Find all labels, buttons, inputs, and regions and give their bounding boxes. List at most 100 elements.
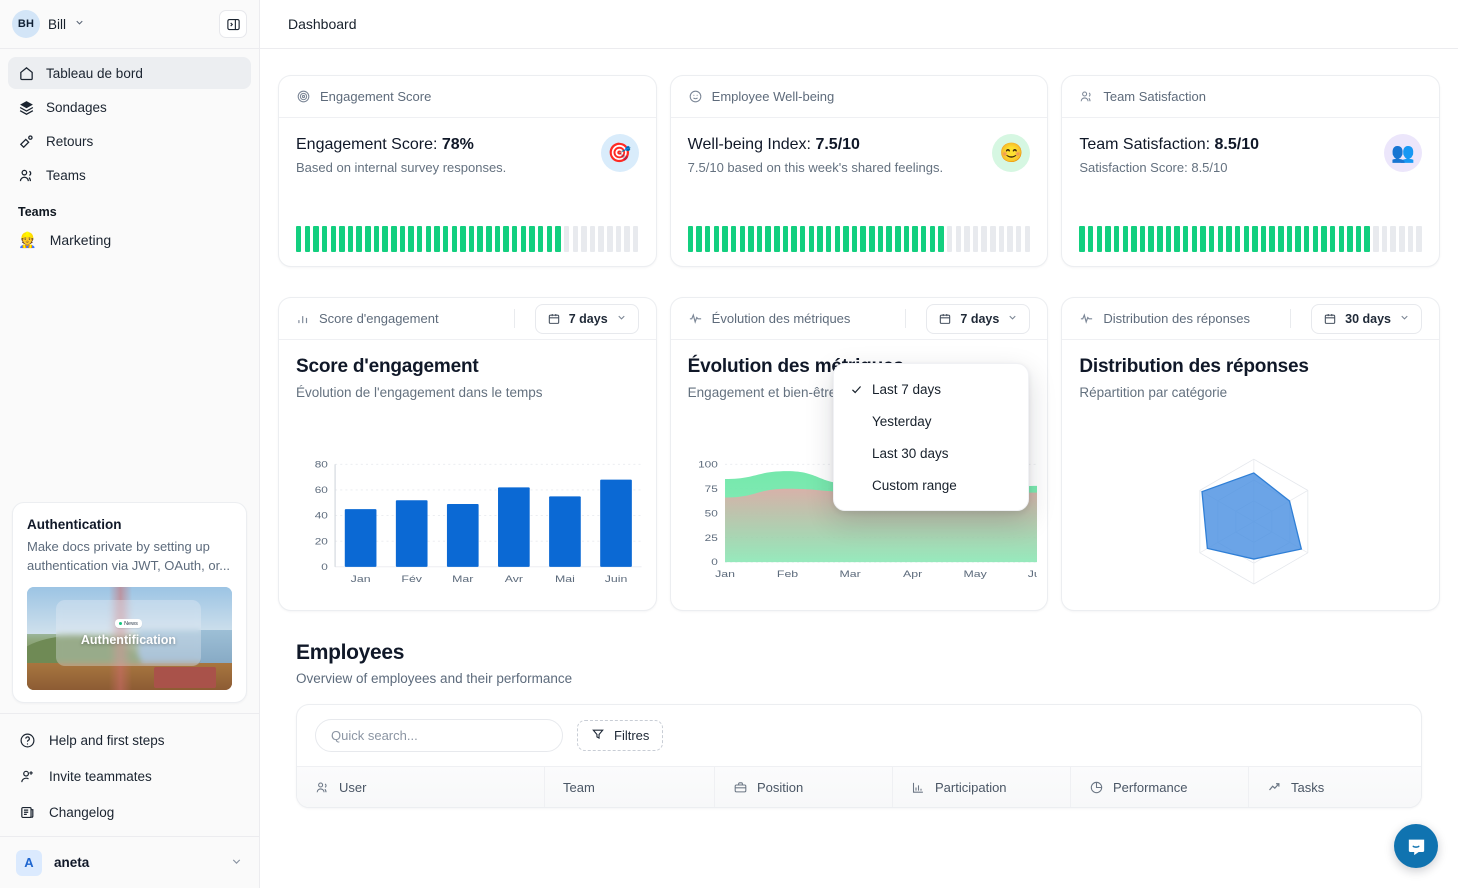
progress-segment xyxy=(1087,226,1094,252)
x-axis-tick-label: Mar xyxy=(839,569,861,579)
chart-title: Distribution des réponses xyxy=(1079,356,1309,377)
trending-up-icon xyxy=(1267,780,1282,795)
sidebar-item-label: Sondages xyxy=(46,99,107,115)
table-column-label: Tasks xyxy=(1291,779,1325,795)
progress-segment xyxy=(434,226,440,252)
progress-segment xyxy=(624,226,630,252)
progress-segment xyxy=(748,226,754,252)
date-range-button[interactable]: 7 days xyxy=(926,303,1031,334)
sidebar-item-changelog[interactable]: Changelog xyxy=(8,794,251,830)
newspaper-icon xyxy=(19,804,36,821)
card-body: Team Satisfaction: 8.5/10 Satisfaction S… xyxy=(1062,118,1439,266)
calendar-icon xyxy=(547,312,561,326)
metric-title: Well-being Index: 7.5/10 xyxy=(688,136,1031,154)
date-range-dropdown-menu[interactable]: Last 7 days Yesterday Last 30 days Custo… xyxy=(833,363,1029,511)
table-column-team[interactable]: Team xyxy=(545,767,715,807)
sidebar-item-sondages[interactable]: Sondages xyxy=(8,91,251,123)
chat-widget-button[interactable] xyxy=(1394,824,1438,868)
menu-item-last-7-days[interactable]: Last 7 days xyxy=(834,373,1028,405)
activity-icon xyxy=(1079,311,1094,326)
menu-item-custom-range[interactable]: Custom range xyxy=(834,469,1028,501)
progress-segment xyxy=(1373,226,1379,252)
menu-item-yesterday[interactable]: Yesterday xyxy=(834,405,1028,437)
table-column-tasks[interactable]: Tasks xyxy=(1249,767,1421,807)
progress-segment xyxy=(1174,226,1180,252)
sidebar-item-help-and-first-steps[interactable]: Help and first steps xyxy=(8,722,251,758)
sidebar-item-label: Teams xyxy=(46,167,86,183)
metric-card-employee-well-being: Employee Well-being Well-being Index: 7.… xyxy=(669,75,1049,267)
promo-glass-overlay: News Authentification xyxy=(55,600,202,667)
dashboard-content: Engagement Score Engagement Score: 78% B… xyxy=(260,49,1458,808)
date-range-button[interactable]: 30 days xyxy=(1311,303,1423,334)
card-header: Employee Well-being xyxy=(670,76,1048,118)
table-column-performance[interactable]: Performance xyxy=(1071,767,1249,807)
y-axis-tick-label: 25 xyxy=(704,533,717,543)
menu-item-label: Yesterday xyxy=(872,413,932,429)
promo-card-authentication[interactable]: Authentication Make docs private by sett… xyxy=(12,502,247,703)
employees-subtitle: Overview of employees and their performa… xyxy=(296,671,573,686)
progress-segment xyxy=(468,226,475,252)
bar-chart-icon xyxy=(296,312,310,326)
page-title: Dashboard xyxy=(288,16,357,32)
table-column-position[interactable]: Position xyxy=(715,767,893,807)
table-column-user[interactable]: User xyxy=(297,767,545,807)
progress-segment xyxy=(512,226,518,252)
progress-segment xyxy=(1286,226,1293,252)
progress-segment xyxy=(632,226,639,252)
sidebar-item-retours[interactable]: Retours xyxy=(8,125,251,157)
progress-segment xyxy=(1304,226,1310,252)
promo-image-title: Authentification xyxy=(80,633,177,648)
progress-segment xyxy=(304,226,311,252)
sidebar-item-label: Tableau de bord xyxy=(46,65,143,81)
menu-item-last-30-days[interactable]: Last 30 days xyxy=(834,437,1028,469)
y-axis-tick-label: 60 xyxy=(315,485,328,495)
topbar: Dashboard xyxy=(260,0,1458,49)
date-range-label: 7 days xyxy=(568,311,608,326)
progress-segment xyxy=(1355,226,1362,252)
sidebar-team-marketing[interactable]: 👷 Marketing xyxy=(0,225,259,255)
progress-segment xyxy=(356,226,362,252)
promo-news-badge: News xyxy=(115,619,142,629)
x-axis-tick-label: Avr xyxy=(505,574,524,584)
table-column-participation[interactable]: Participation xyxy=(893,767,1071,807)
table-header-row: User Team Position xyxy=(297,766,1421,807)
progress-segment xyxy=(1407,226,1414,252)
sidebar: BH Bill Tableau de bord xyxy=(0,0,260,888)
metric-title-prefix: Team Satisfaction: xyxy=(1079,136,1215,153)
progress-segment xyxy=(782,226,789,252)
funnel-icon xyxy=(591,727,605,744)
users-icon xyxy=(18,167,35,184)
progress-segment xyxy=(1338,226,1345,252)
progress-segment xyxy=(687,226,694,252)
progress-segment xyxy=(938,226,944,252)
workspace-switcher[interactable]: BH Bill xyxy=(0,0,259,49)
progress-segment xyxy=(860,226,866,252)
chart-card-score-dengagement: Score d'engagement 7 days xyxy=(278,297,657,611)
progress-segment xyxy=(730,226,737,252)
progress-segment xyxy=(1139,226,1146,252)
card-body: Distribution des réponses Répartition pa… xyxy=(1062,340,1439,610)
progress-segment xyxy=(1007,226,1013,252)
metric-emoji-badge: 😊 xyxy=(992,134,1031,172)
progress-segment xyxy=(425,226,432,252)
chart-subtitle: Répartition par catégorie xyxy=(1079,385,1228,400)
date-range-button[interactable]: 7 days xyxy=(534,303,639,334)
sidebar-user-menu[interactable]: A aneta xyxy=(0,836,259,888)
menu-item-label: Custom range xyxy=(872,477,957,493)
metric-title-prefix: Engagement Score: xyxy=(296,136,442,153)
sidebar-collapse-button[interactable] xyxy=(219,10,247,38)
sidebar-item-teams[interactable]: Teams xyxy=(8,159,251,191)
progress-segment xyxy=(1016,226,1022,252)
progress-segment xyxy=(1234,226,1241,252)
sidebar-item-tableau-de-bord[interactable]: Tableau de bord xyxy=(8,57,251,89)
x-axis-tick-label: Juin xyxy=(605,574,628,584)
chart-subtitle: Évolution de l'engagement dans le temps xyxy=(296,385,543,400)
promo-building xyxy=(154,667,216,688)
progress-segment xyxy=(998,226,1005,252)
progress-segment xyxy=(442,226,449,252)
sidebar-item-invite-teammates[interactable]: Invite teammates xyxy=(8,758,251,794)
main-content: Dashboard Engagement Score Engagement Sc… xyxy=(260,0,1458,888)
progress-segment xyxy=(546,226,553,252)
filters-button[interactable]: Filtres xyxy=(577,720,664,751)
search-input[interactable] xyxy=(315,719,563,752)
